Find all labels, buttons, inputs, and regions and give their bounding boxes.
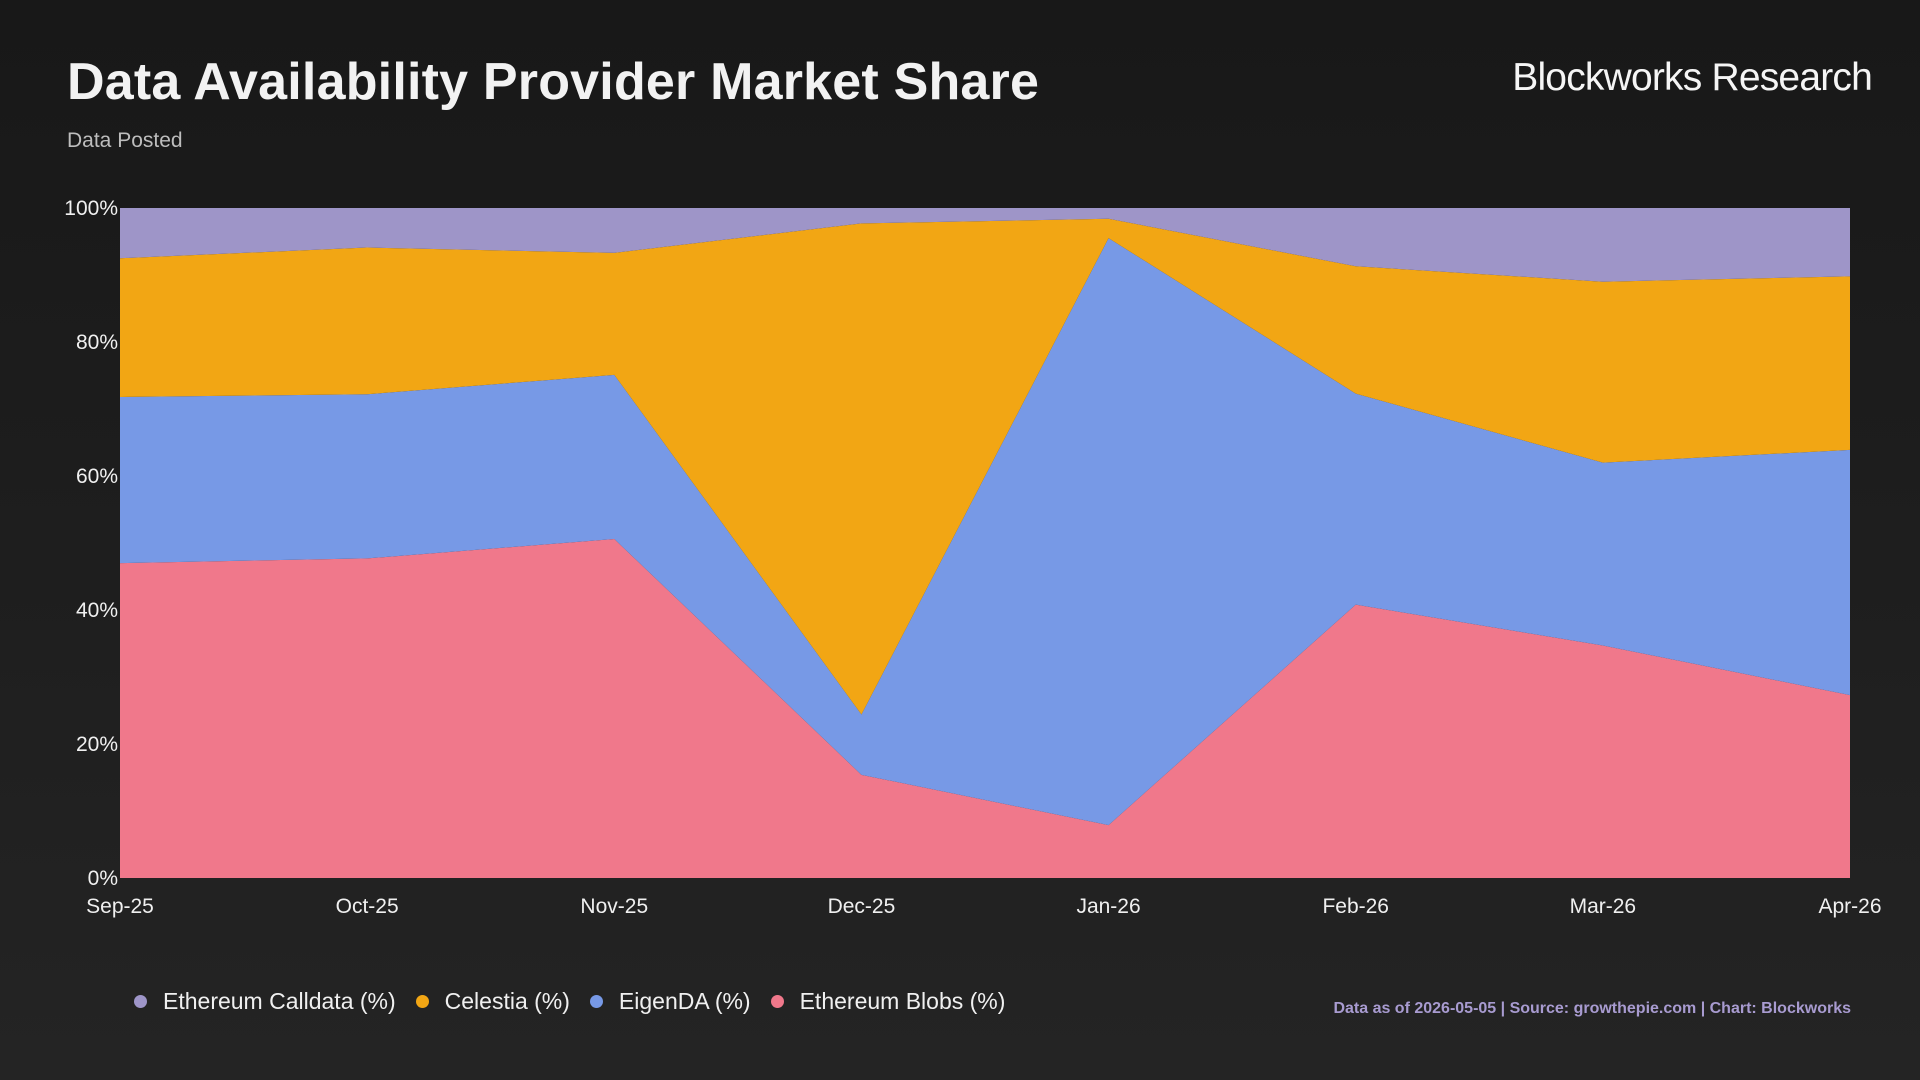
brand-logo: Blockworks Research xyxy=(1512,56,1873,99)
y-tick-label: 20% xyxy=(76,733,118,756)
x-tick-label: Nov-25 xyxy=(580,895,648,918)
legend: Ethereum Calldata (%) Celestia (%) EigenDA… xyxy=(134,988,1025,1015)
y-tick-label: 40% xyxy=(76,599,118,622)
legend-label: EigenDA (%) xyxy=(618,988,751,1014)
legend-label: Celestia (%) xyxy=(444,988,570,1014)
x-tick-label: Dec-25 xyxy=(828,895,896,918)
x-tick-label: Mar-26 xyxy=(1570,895,1637,918)
source-note: Data as of 2026-05-05 | Source: growthep… xyxy=(1333,1000,1851,1017)
x-tick-label: Apr-26 xyxy=(1818,895,1881,918)
legend-item-celestia[interactable]: Celestia (%) xyxy=(415,988,570,1015)
legend-label: Ethereum Calldata (%) xyxy=(163,988,396,1014)
y-tick-label: 80% xyxy=(76,331,118,354)
y-tick-label: 100% xyxy=(64,197,118,220)
legend-item-eigenda[interactable]: EigenDA (%) xyxy=(589,988,751,1015)
area-blobs xyxy=(120,538,1850,878)
x-tick-label: Oct-25 xyxy=(336,895,399,918)
area-layer xyxy=(120,208,1850,878)
chart-title: Data Availability Provider Market Share xyxy=(67,53,1040,111)
area-calldata xyxy=(120,208,1850,282)
legend-item-blobs[interactable]: Ethereum Blobs (%) xyxy=(770,988,1006,1015)
x-tick-label: Sep-25 xyxy=(86,895,154,918)
legend-item-calldata[interactable]: Ethereum Calldata (%) xyxy=(134,988,396,1015)
x-tick-label: Jan-26 xyxy=(1076,895,1140,918)
legend-dot-icon xyxy=(415,995,429,1008)
legend-dot-icon xyxy=(770,995,784,1008)
legend-dot-icon xyxy=(134,995,147,1008)
chart-subtitle: Data Posted xyxy=(67,129,183,152)
legend-label: Ethereum Blobs (%) xyxy=(799,988,1006,1014)
y-tick-label: 60% xyxy=(76,465,118,488)
legend-dot-icon xyxy=(589,995,603,1008)
y-axis: 0% 20% 40% 60% 80% 100% xyxy=(64,197,118,890)
x-tick-label: Feb-26 xyxy=(1322,895,1389,918)
area-celestia xyxy=(120,218,1850,715)
x-axis: Sep-25 Oct-25 Nov-25 Dec-25 Jan-26 Feb-26 Mar-… xyxy=(86,895,1881,918)
area-eigenda xyxy=(120,238,1850,826)
y-tick-label: 0% xyxy=(88,867,118,890)
